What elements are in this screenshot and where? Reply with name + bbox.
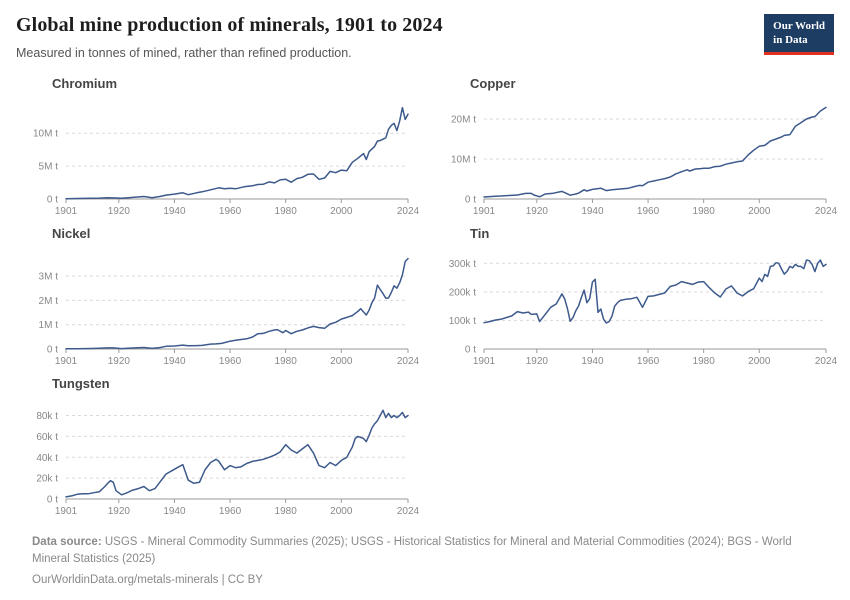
svg-text:2024: 2024 [397, 206, 420, 217]
svg-text:2000: 2000 [330, 206, 353, 217]
svg-text:1980: 1980 [275, 206, 298, 217]
panel-title-tin: Tin [470, 226, 490, 241]
svg-text:0 t: 0 t [47, 345, 58, 356]
svg-text:80k t: 80k t [36, 411, 58, 422]
svg-text:2000: 2000 [748, 206, 771, 217]
svg-text:1980: 1980 [275, 506, 298, 517]
svg-text:0 t: 0 t [465, 195, 476, 206]
svg-text:20k t: 20k t [36, 474, 58, 485]
svg-text:10M t: 10M t [33, 129, 58, 140]
page-subtitle: Measured in tonnes of mined, rather than… [16, 46, 352, 60]
attribution-separator: | [218, 573, 228, 586]
svg-text:200k t: 200k t [449, 287, 476, 298]
panel-title-nickel: Nickel [52, 226, 91, 241]
svg-text:1960: 1960 [219, 506, 242, 517]
svg-text:2000: 2000 [330, 356, 353, 367]
owid-logo-line2: in Data [773, 34, 808, 47]
svg-text:1901: 1901 [473, 356, 496, 367]
svg-text:10M t: 10M t [451, 155, 476, 166]
chart-footer: Data source: USGS - Mineral Commodity Su… [16, 526, 834, 586]
svg-text:0 t: 0 t [47, 495, 58, 506]
svg-text:2M t: 2M t [39, 296, 59, 307]
svg-text:1901: 1901 [473, 206, 496, 217]
svg-text:3M t: 3M t [39, 272, 59, 283]
canonical-url-link[interactable]: OurWorldinData.org/metals-minerals [32, 573, 219, 586]
svg-text:1940: 1940 [163, 506, 186, 517]
svg-text:1920: 1920 [108, 506, 131, 517]
owid-logo[interactable]: Our World in Data [764, 14, 834, 55]
svg-text:1920: 1920 [108, 206, 131, 217]
svg-text:2024: 2024 [397, 356, 420, 367]
nickel-line-chart[interactable]: 0 t 1M t 2M t 3M t 1901 1920 1940 1960 1980 2000 2… [16, 245, 420, 373]
svg-text:1920: 1920 [108, 356, 131, 367]
chart-page: Global mine production of minerals, 1901… [16, 14, 838, 586]
tin-line-chart[interactable]: 0 t 100k t 200k t 300k t 1901 1920 1940 1960 198… [434, 245, 838, 373]
svg-text:1960: 1960 [637, 356, 660, 367]
svg-text:1940: 1940 [581, 206, 604, 217]
svg-text:1901: 1901 [55, 206, 78, 217]
svg-text:1940: 1940 [163, 356, 186, 367]
svg-text:1960: 1960 [219, 206, 242, 217]
svg-text:1960: 1960 [219, 356, 242, 367]
panel-title-tungsten: Tungsten [52, 376, 110, 391]
attribution-line: OurWorldinData.org/metals-minerals | CC … [32, 574, 818, 586]
svg-text:1901: 1901 [55, 356, 78, 367]
empty-grid-cell [434, 376, 834, 526]
svg-text:1901: 1901 [55, 506, 78, 517]
svg-text:300k t: 300k t [449, 259, 476, 270]
svg-text:1940: 1940 [581, 356, 604, 367]
svg-text:1M t: 1M t [39, 320, 59, 331]
copper-line-chart[interactable]: 0 t 10M t 20M t 1901 1920 1940 1960 1980 2000 202… [434, 95, 838, 223]
svg-text:2024: 2024 [815, 356, 838, 367]
panel-title-chromium: Chromium [52, 76, 117, 91]
svg-text:40k t: 40k t [36, 453, 58, 464]
chart-panel-nickel: Nickel 0 t 1M t 2M t 3M t 1901 1920 1940 1960 19… [16, 226, 420, 376]
data-source-label: Data source: [32, 536, 102, 548]
svg-text:1920: 1920 [526, 356, 549, 367]
chart-panel-chromium: Chromium 0 t 5M t 10M t 1901 1920 1940 1960 198… [16, 76, 420, 226]
page-title: Global mine production of minerals, 1901… [16, 14, 443, 36]
svg-text:2000: 2000 [330, 506, 353, 517]
svg-text:1980: 1980 [693, 206, 716, 217]
chart-header: Global mine production of minerals, 1901… [16, 14, 834, 60]
svg-text:0 t: 0 t [465, 345, 476, 356]
data-source-text: USGS - Mineral Commodity Summaries (2025… [32, 536, 792, 566]
chart-panel-tungsten: Tungsten 0 t 20k t 40k t 60k t 80k t 1901 1920… [16, 376, 420, 526]
chart-panel-copper: Copper 0 t 10M t 20M t 1901 1920 1940 1960 1980… [434, 76, 838, 226]
license-link[interactable]: CC BY [227, 573, 263, 586]
charts-grid: Chromium 0 t 5M t 10M t 1901 1920 1940 1960 198… [16, 76, 838, 526]
svg-text:60k t: 60k t [36, 432, 58, 443]
svg-text:0 t: 0 t [47, 195, 58, 206]
svg-text:5M t: 5M t [39, 162, 59, 173]
tungsten-line-chart[interactable]: 0 t 20k t 40k t 60k t 80k t 1901 1920 1940 1960 1… [16, 395, 420, 523]
chart-panel-tin: Tin 0 t 100k t 200k t 300k t 1901 1920 1940 196… [434, 226, 838, 376]
svg-text:2024: 2024 [397, 506, 420, 517]
svg-text:20M t: 20M t [451, 115, 476, 126]
svg-text:2024: 2024 [815, 206, 838, 217]
owid-logo-line1: Our World [773, 20, 825, 32]
svg-text:100k t: 100k t [449, 316, 476, 327]
svg-text:1920: 1920 [526, 206, 549, 217]
svg-text:1980: 1980 [693, 356, 716, 367]
svg-text:1940: 1940 [163, 206, 186, 217]
chromium-line-chart[interactable]: 0 t 5M t 10M t 1901 1920 1940 1960 1980 2000 2024 [16, 95, 420, 223]
data-source-line: Data source: USGS - Mineral Commodity Su… [32, 534, 818, 569]
svg-text:2000: 2000 [748, 356, 771, 367]
panel-title-copper: Copper [470, 76, 516, 91]
svg-text:1960: 1960 [637, 206, 660, 217]
svg-text:1980: 1980 [275, 356, 298, 367]
